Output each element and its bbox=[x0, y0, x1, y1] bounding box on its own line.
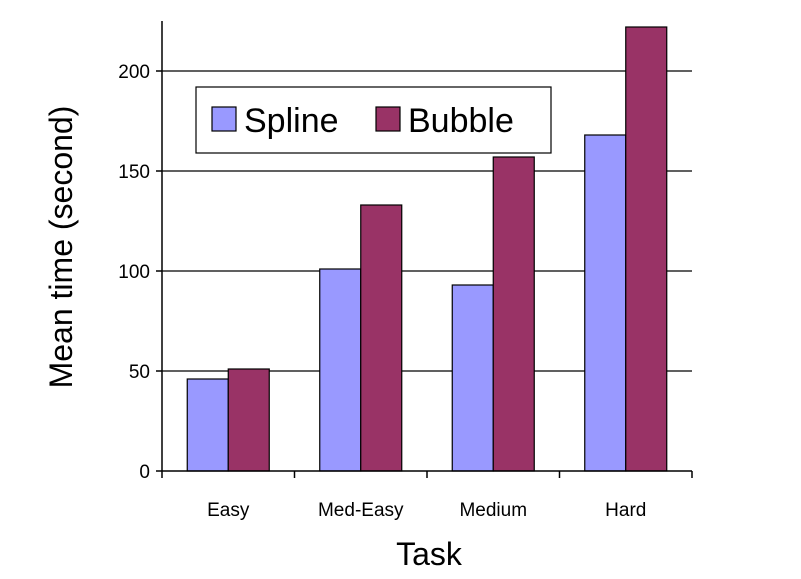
x-tick-label: Medium bbox=[459, 500, 527, 521]
x-tick-label: Easy bbox=[207, 500, 250, 521]
legend-swatch-spline bbox=[211, 106, 237, 132]
y-axis-title: Mean time (second) bbox=[43, 106, 79, 389]
legend: Spline Bubble bbox=[195, 86, 552, 154]
y-tick-label: 200 bbox=[118, 62, 150, 83]
y-tick-label: 50 bbox=[129, 362, 150, 383]
y-tick-label: 100 bbox=[118, 262, 150, 283]
x-tick-label: Hard bbox=[605, 500, 646, 521]
x-ticks: Easy Med-Easy Medium Hard bbox=[161, 471, 693, 521]
bar-spline-easy bbox=[186, 378, 229, 472]
bar-bubble-medium bbox=[492, 156, 535, 472]
bar-bubble-hard bbox=[625, 26, 668, 472]
legend-label-bubble: Bubble bbox=[408, 102, 514, 140]
y-ticks: 0 50 100 150 200 bbox=[118, 62, 162, 483]
y-tick-label: 0 bbox=[139, 462, 150, 483]
bar-spline-hard bbox=[584, 134, 627, 472]
x-tick-label: Med-Easy bbox=[318, 500, 404, 521]
x-axis-title: Task bbox=[396, 536, 463, 572]
bar-spline-medium bbox=[451, 284, 494, 472]
legend-box bbox=[195, 86, 552, 154]
bars bbox=[186, 26, 668, 472]
legend-swatch-bubble bbox=[375, 106, 401, 132]
bar-spline-med-easy bbox=[319, 268, 362, 472]
legend-label-spline: Spline bbox=[244, 102, 339, 140]
bar-bubble-med-easy bbox=[360, 204, 403, 472]
bar-bubble-easy bbox=[227, 368, 270, 472]
y-tick-label: 150 bbox=[118, 162, 150, 183]
